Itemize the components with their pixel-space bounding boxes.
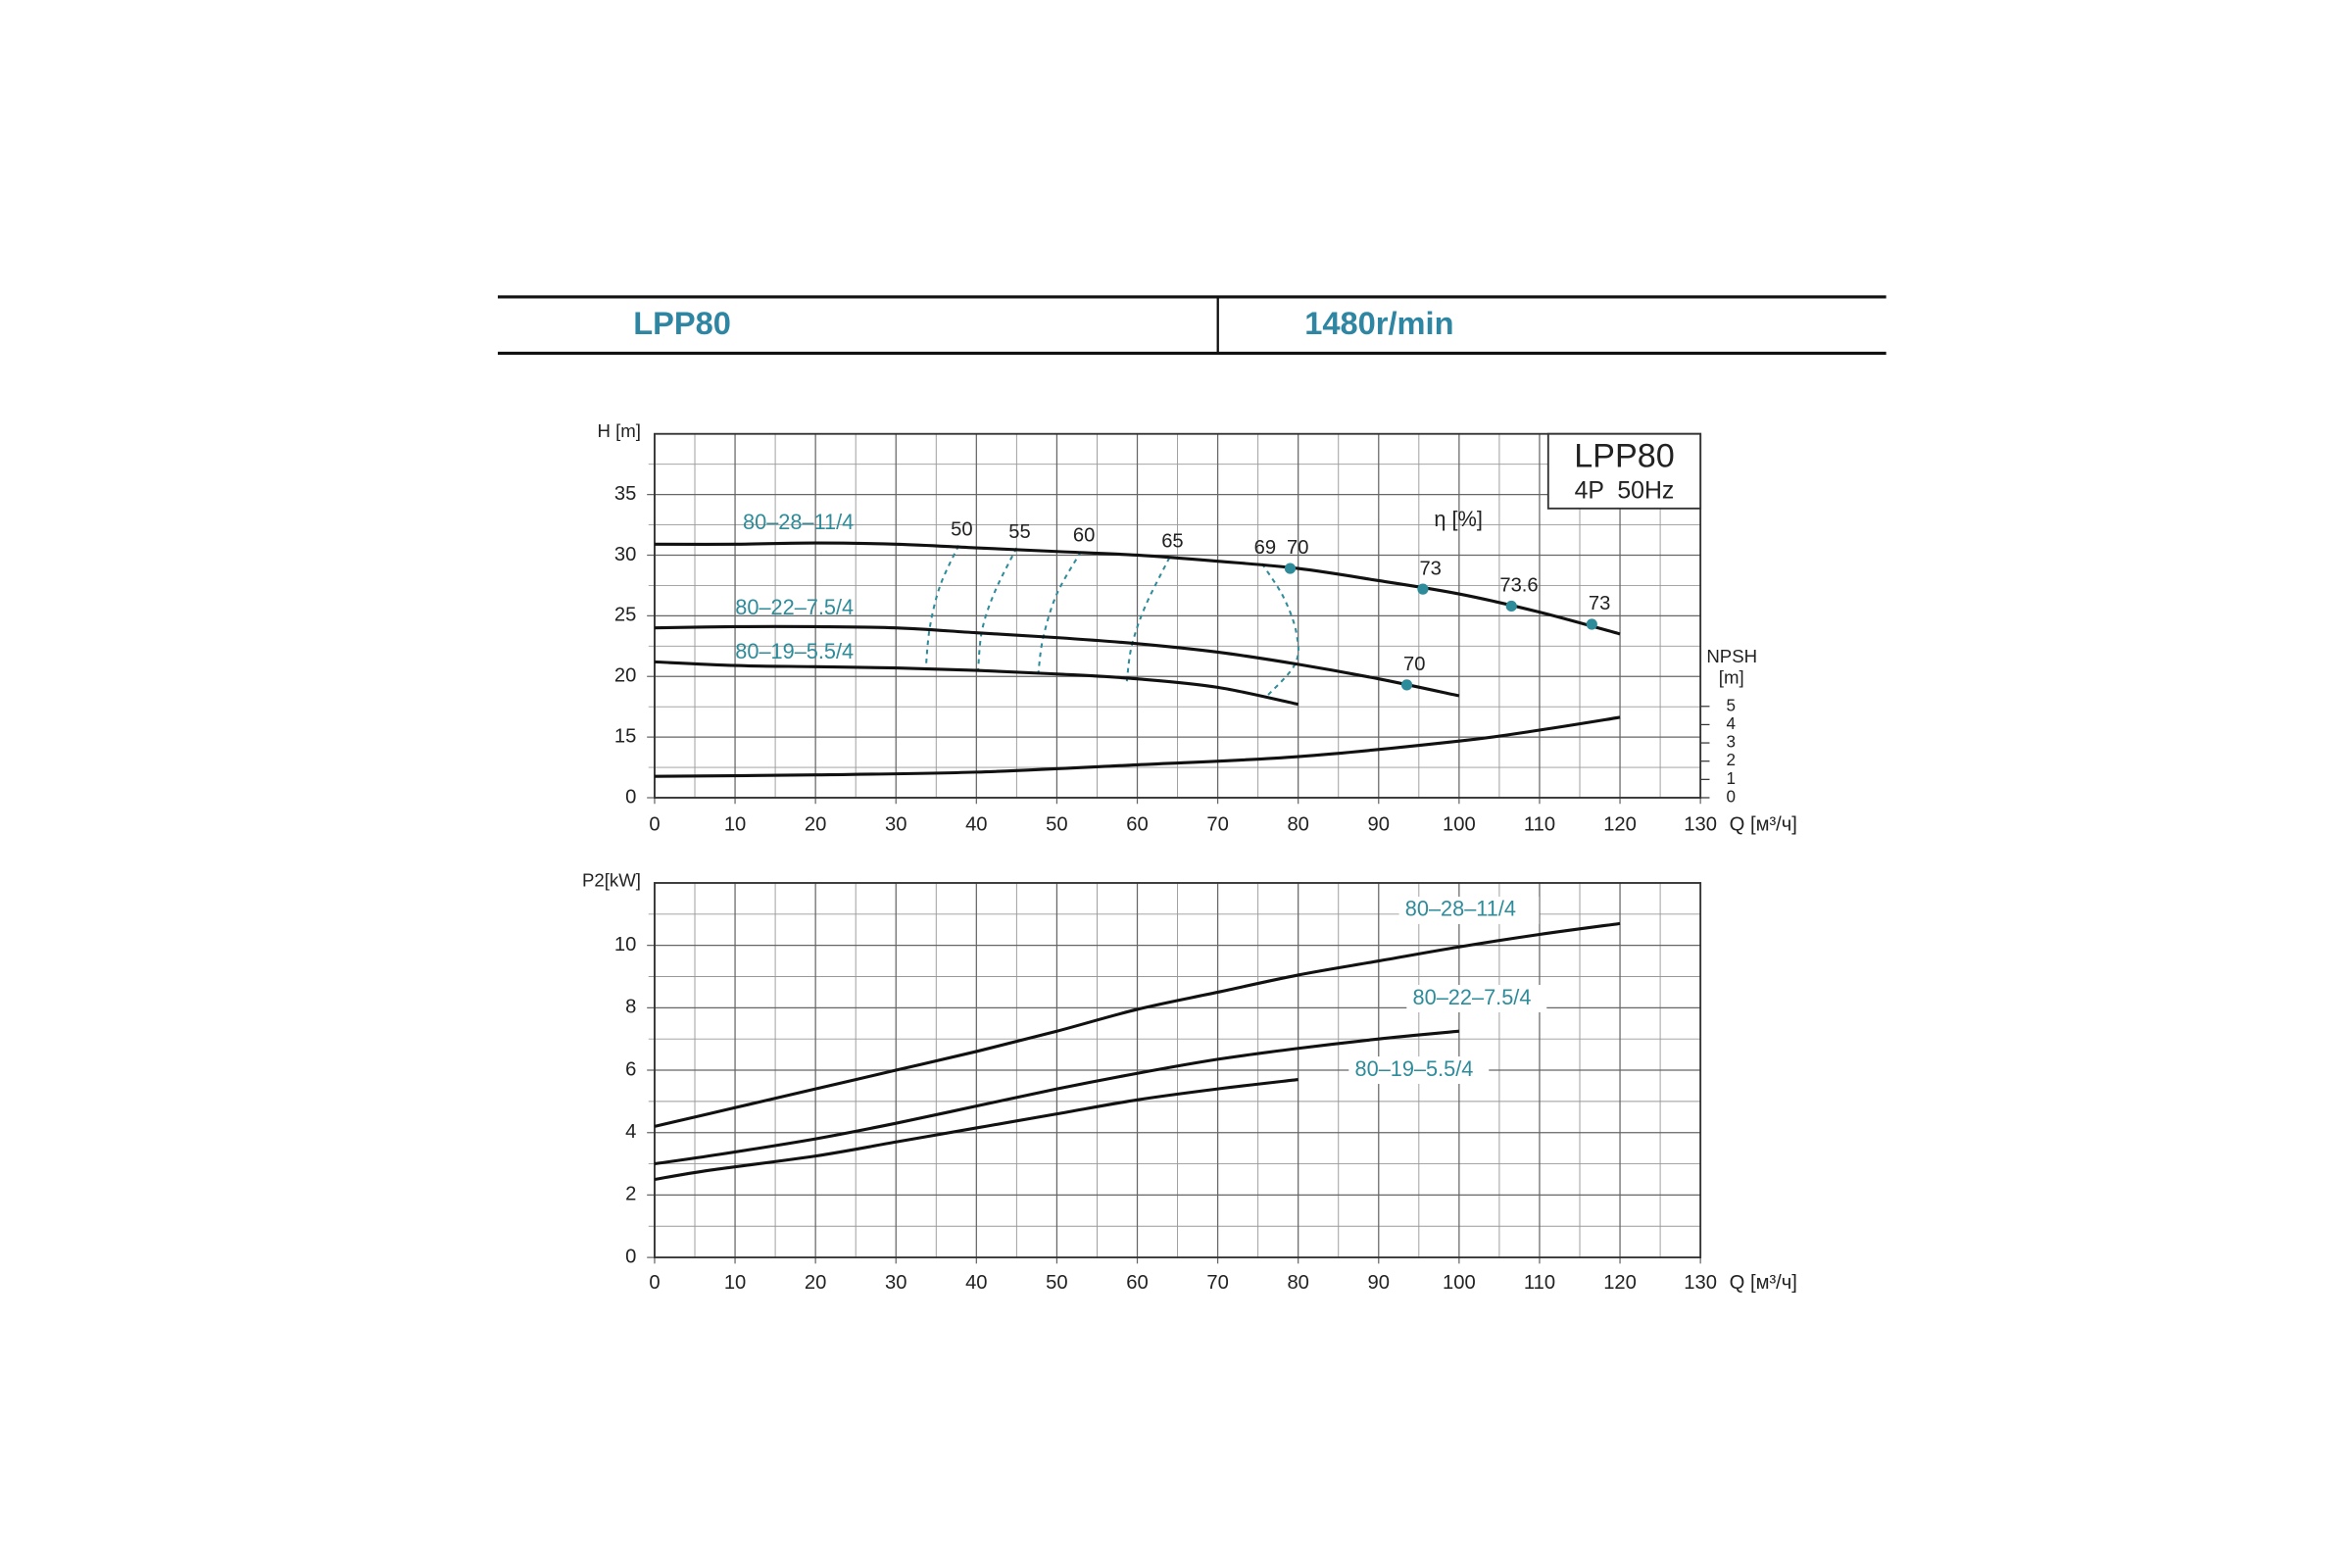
model-title: LPP80 (633, 305, 731, 341)
x-tick-label: 70 (1206, 1272, 1228, 1294)
x-tick-label: 0 (649, 813, 660, 835)
y-tick-label: 15 (614, 725, 636, 747)
plot-border (654, 882, 1702, 1259)
y2-tick-label: 2 (1726, 751, 1736, 769)
y2-tick-label: 3 (1726, 733, 1736, 752)
curve (654, 624, 1460, 698)
efficiency-curve (1125, 557, 1171, 682)
curve (654, 541, 1621, 636)
y2-tick-label: 1 (1726, 769, 1736, 788)
x-tick-label: 130 (1684, 1272, 1717, 1294)
curve-label: 80–19–5.5/4 (735, 639, 854, 663)
x-axis-label: Q [м³/ч] (1730, 813, 1797, 835)
x-tick-label: 50 (1046, 813, 1067, 835)
efficiency-point-label: 73 (1589, 593, 1610, 614)
y-tick-label: 6 (625, 1058, 636, 1080)
x-tick-label: 60 (1126, 813, 1148, 835)
y-tick-label: 25 (614, 605, 636, 626)
x-tick-label: 20 (805, 1272, 826, 1294)
x-tick-label: 10 (724, 813, 746, 835)
speed-title: 1480r/min (1304, 305, 1453, 341)
efficiency-point-label: 70 (1403, 654, 1425, 675)
efficiency-curve-label: 55 (1008, 521, 1030, 543)
curve (654, 715, 1621, 778)
efficiency-curve (1037, 551, 1082, 673)
x-tick-label: 120 (1603, 813, 1637, 835)
y-tick-label: 4 (625, 1121, 636, 1143)
efficiency-point (1586, 618, 1597, 630)
efficiency-point (1417, 583, 1429, 595)
efficiency-point (1400, 679, 1413, 691)
x-tick-label: 0 (649, 1272, 660, 1294)
curve (654, 1029, 1460, 1166)
y2-axis-label: NPSH (1706, 646, 1757, 666)
curve (654, 660, 1299, 707)
x-tick-label: 40 (965, 813, 987, 835)
x-tick-label: 100 (1443, 1272, 1476, 1294)
x-tick-label: 20 (805, 813, 826, 835)
y-axis-label: H [m] (597, 420, 641, 441)
x-tick-label: 90 (1368, 1272, 1390, 1294)
x-axis-label: Q [м³/ч] (1730, 1272, 1797, 1294)
y-axis-label: P2[kW] (582, 869, 641, 890)
x-tick-label: 80 (1287, 813, 1308, 835)
y2-tick-label: 0 (1726, 787, 1736, 806)
efficiency-curve (976, 547, 1018, 672)
curve-label: 80–28–11/4 (743, 510, 854, 534)
badge-title: LPP80 (1574, 438, 1675, 475)
badge-box (1546, 432, 1702, 510)
label-background (1398, 896, 1540, 924)
curve (654, 1078, 1298, 1182)
x-tick-label: 130 (1684, 813, 1717, 835)
curve-label: 80–22–7.5/4 (1413, 985, 1532, 1009)
efficiency-curve-label: 50 (951, 518, 972, 540)
efficiency-point-label: 73 (1419, 558, 1441, 579)
label-background (1406, 985, 1547, 1013)
curve-label: 80–28–11/4 (1405, 897, 1516, 921)
efficiency-curve-label: 69 (1254, 537, 1276, 559)
curve-label: 80–19–5.5/4 (1355, 1056, 1474, 1081)
y-tick-label: 8 (625, 997, 636, 1018)
x-tick-label: 100 (1443, 813, 1476, 835)
x-tick-label: 80 (1287, 1272, 1308, 1294)
x-tick-label: 110 (1524, 1272, 1555, 1294)
plot-border (654, 432, 1702, 799)
y2-tick-label: 5 (1726, 696, 1736, 714)
x-tick-label: 30 (885, 813, 906, 835)
curve (654, 921, 1621, 1128)
x-tick-label: 50 (1046, 1272, 1067, 1294)
efficiency-point-label: 70 (1287, 537, 1308, 559)
efficiency-point (1505, 600, 1517, 612)
badge-subtitle: 4P 50Hz (1575, 477, 1675, 504)
x-tick-label: 70 (1206, 813, 1228, 835)
y-tick-label: 0 (625, 786, 636, 808)
efficiency-curve (924, 545, 960, 671)
x-tick-label: 90 (1368, 813, 1390, 835)
efficiency-curve-label: 60 (1073, 525, 1095, 547)
efficiency-point-label: 73.6 (1499, 575, 1538, 597)
y2-tick-label: 4 (1726, 714, 1736, 733)
x-tick-label: 30 (885, 1272, 906, 1294)
x-tick-label: 10 (724, 1272, 746, 1294)
y2-axis-label: [m] (1719, 667, 1744, 688)
efficiency-curve (1260, 563, 1299, 698)
y-tick-label: 30 (614, 544, 636, 565)
x-tick-label: 110 (1524, 813, 1555, 835)
x-tick-label: 120 (1603, 1272, 1637, 1294)
efficiency-curve-label: 65 (1161, 531, 1183, 553)
label-background (1348, 1056, 1490, 1085)
efficiency-point (1284, 563, 1297, 574)
curve-label: 80–22–7.5/4 (735, 595, 854, 619)
y-tick-label: 35 (614, 483, 636, 505)
y-tick-label: 2 (625, 1184, 636, 1205)
x-tick-label: 40 (965, 1272, 987, 1294)
y-tick-label: 20 (614, 665, 636, 687)
y-tick-label: 0 (625, 1246, 636, 1267)
efficiency-axis-label: η [%] (1434, 507, 1483, 531)
x-tick-label: 60 (1126, 1272, 1148, 1294)
y-tick-label: 10 (614, 934, 636, 956)
